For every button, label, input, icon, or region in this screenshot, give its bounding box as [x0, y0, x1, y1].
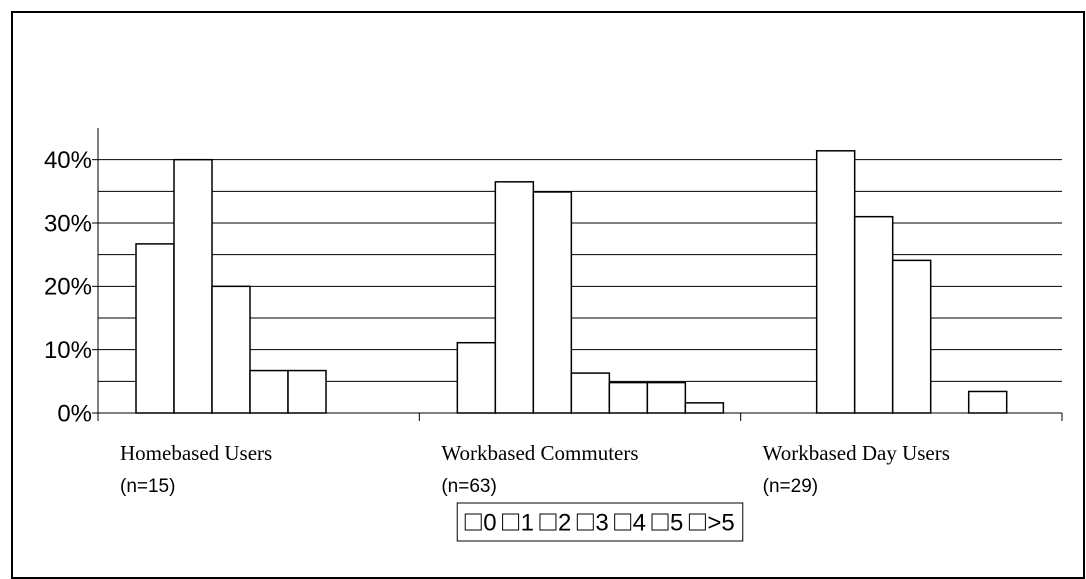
y-tick-label: 30% — [44, 210, 92, 237]
legend-swatch — [539, 513, 557, 531]
bar — [815, 150, 856, 414]
bar — [173, 158, 213, 414]
x-tick-label: Workbased Day Users — [763, 441, 950, 465]
category-note: (n=15) — [120, 476, 175, 497]
category-note: (n=29) — [763, 476, 818, 497]
bar — [494, 181, 535, 414]
legend-label: 4 — [633, 509, 646, 536]
legend-swatch — [651, 513, 669, 531]
x-tick-label: Workbased Commuters — [441, 441, 638, 465]
y-tick-label: 10% — [44, 337, 92, 364]
y-tick-label: 0% — [57, 400, 92, 427]
legend-swatch — [614, 513, 632, 531]
bar — [646, 381, 687, 414]
bar — [135, 243, 175, 414]
x-tick-label: Homebased Users — [120, 441, 272, 465]
bar — [570, 372, 611, 414]
legend-label: 0 — [483, 509, 496, 536]
bar — [532, 191, 573, 414]
legend-label: 5 — [670, 509, 683, 536]
legend-label: >5 — [707, 509, 734, 536]
bar — [249, 369, 289, 414]
bar — [967, 390, 1008, 414]
category-note: (n=63) — [441, 476, 496, 497]
legend: 0 1 2 3 4 5 >5 — [456, 502, 744, 542]
bar — [853, 215, 894, 414]
legend-swatch — [688, 513, 706, 531]
legend-swatch — [502, 513, 520, 531]
bar — [608, 381, 649, 414]
legend-label: 2 — [558, 509, 571, 536]
y-tick-label: 40% — [44, 147, 92, 174]
legend-swatch — [576, 513, 594, 531]
bar — [684, 402, 725, 414]
bar — [211, 285, 251, 414]
legend-label: 1 — [521, 509, 534, 536]
legend-label: 3 — [595, 509, 608, 536]
y-tick-label: 20% — [44, 274, 92, 301]
bar — [287, 369, 327, 414]
bar — [456, 341, 497, 414]
bar — [891, 259, 932, 414]
legend-swatch — [464, 513, 482, 531]
